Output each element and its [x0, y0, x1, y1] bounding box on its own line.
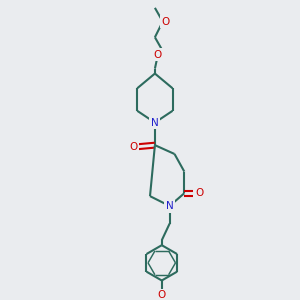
- Text: O: O: [129, 142, 137, 152]
- Text: O: O: [154, 50, 162, 60]
- Text: O: O: [162, 16, 170, 27]
- Text: O: O: [158, 290, 166, 300]
- Text: N: N: [151, 118, 159, 128]
- Text: O: O: [195, 188, 203, 198]
- Text: N: N: [166, 201, 173, 211]
